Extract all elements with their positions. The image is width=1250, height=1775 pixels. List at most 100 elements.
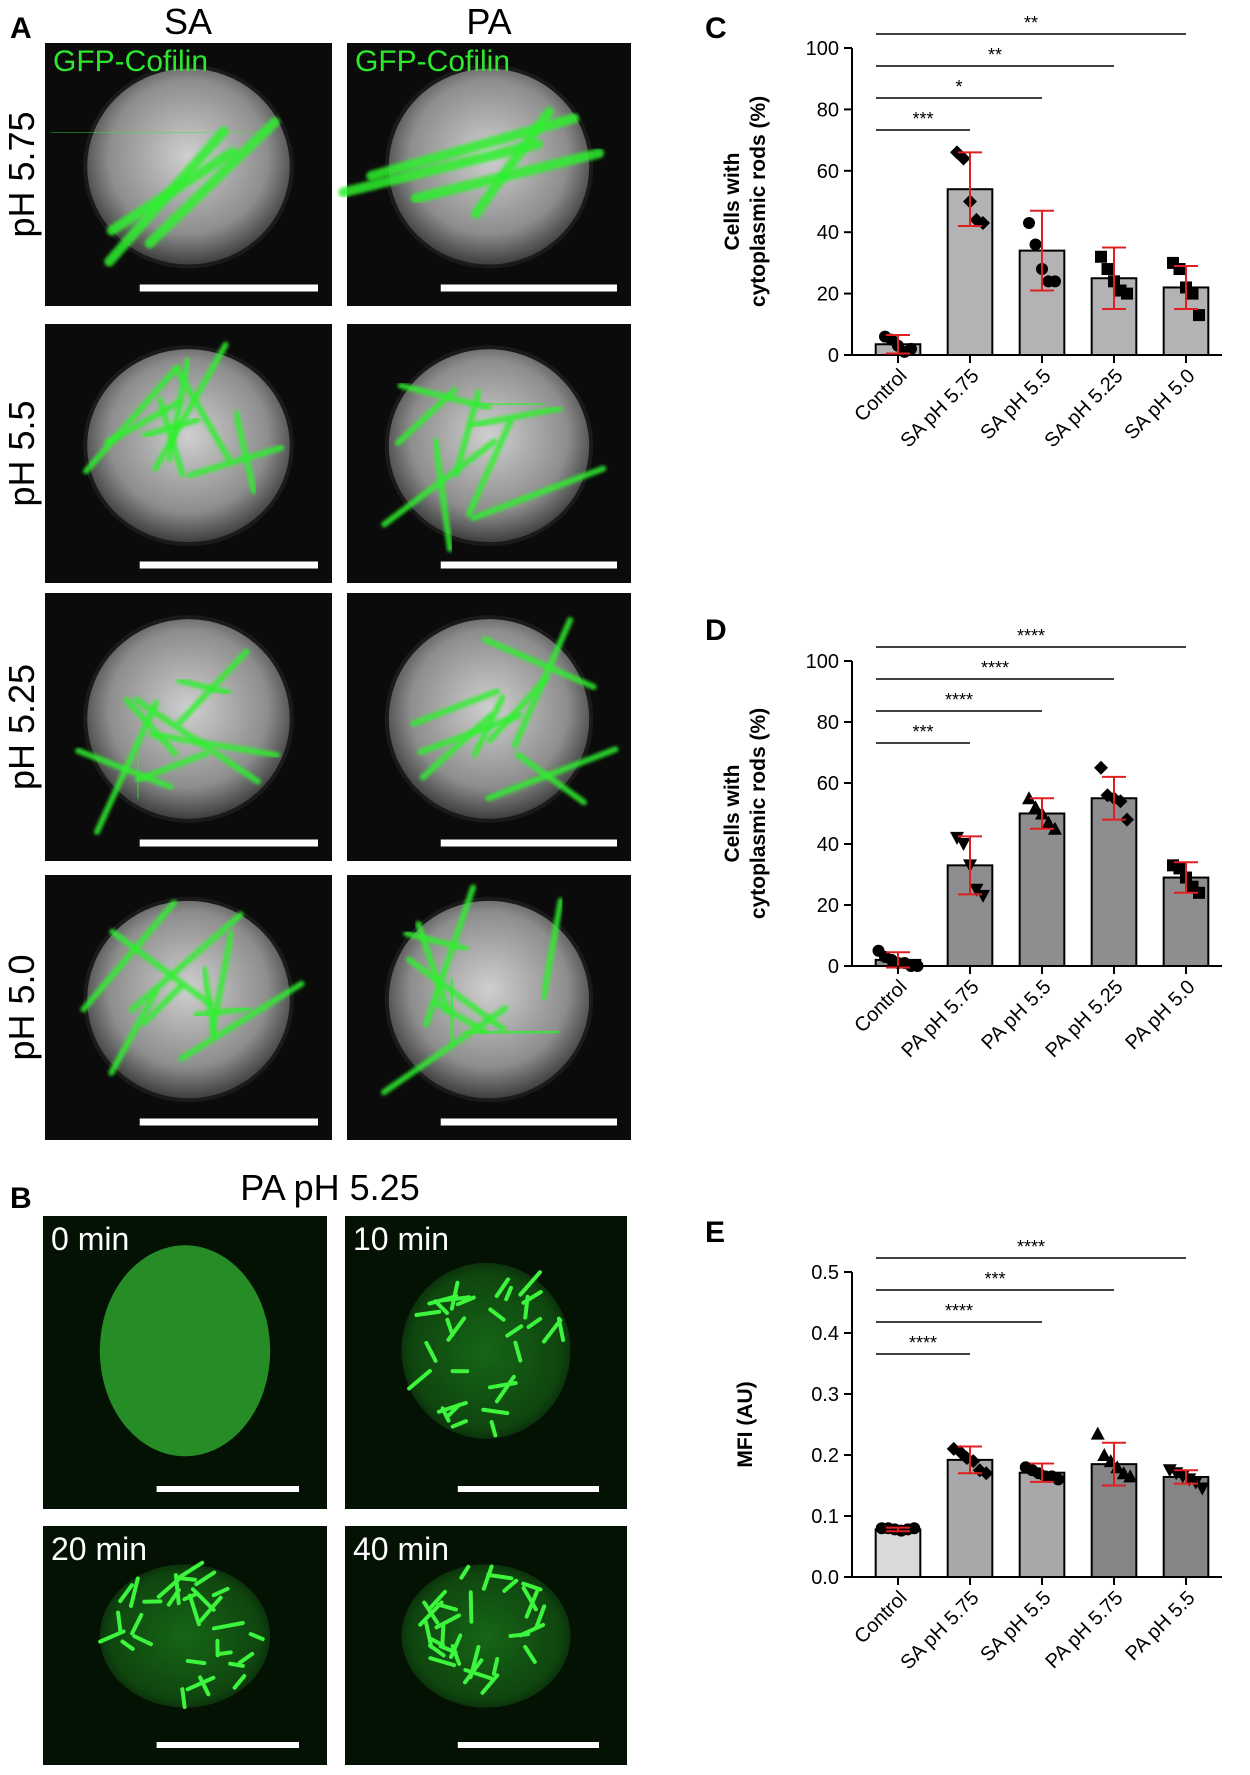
row-label: pH 5.0 (1, 954, 42, 1060)
rod (471, 1592, 472, 1621)
stain-label: GFP-Cofilin (355, 45, 510, 78)
bar (1020, 814, 1065, 967)
panel-label: A (10, 12, 32, 45)
rod (218, 1652, 231, 1654)
micrograph (343, 43, 631, 306)
significance-label: *** (984, 1269, 1005, 1289)
data-point (1023, 217, 1035, 229)
row-label: pH 5.5 (1, 400, 42, 506)
cell (85, 347, 292, 544)
significance-label: **** (1017, 1237, 1045, 1257)
panel-label: E (705, 1216, 725, 1249)
significance-label: ** (1024, 13, 1038, 33)
stain-label: GFP-Cofilin (53, 45, 208, 78)
micrograph (45, 43, 332, 306)
significance-label: **** (945, 690, 973, 710)
cell (401, 1263, 570, 1439)
y-axis-label: Cells with (721, 152, 744, 250)
data-point (957, 838, 971, 851)
cell (100, 1245, 270, 1456)
data-point (1193, 309, 1205, 321)
x-tick-label: Control (850, 1587, 911, 1648)
rod (180, 1578, 195, 1580)
y-tick-label: 0.4 (811, 1323, 839, 1345)
x-tick-label: PA pH 5.5 (977, 976, 1055, 1054)
panel-title: PA pH 5.25 (240, 1167, 419, 1208)
rod (182, 1689, 184, 1707)
column-label: SA (164, 1, 212, 42)
y-tick-label: 60 (817, 161, 839, 183)
bar (876, 1529, 921, 1577)
data-point (1052, 1473, 1064, 1485)
micrograph (347, 593, 631, 861)
data-point (1094, 761, 1108, 775)
y-tick-label: 80 (817, 712, 839, 734)
y-axis-label: MFI (AU) (734, 1381, 757, 1467)
data-point (1030, 238, 1042, 250)
significance-label: *** (912, 109, 933, 129)
data-point (1091, 1427, 1105, 1440)
rod (470, 404, 542, 405)
x-tick-label: PA pH 5.0 (1121, 976, 1199, 1054)
time-label: 10 min (353, 1221, 449, 1257)
data-point (1049, 275, 1061, 287)
data-point (1174, 263, 1186, 275)
x-tick-label: SA pH 5.75 (896, 1587, 983, 1674)
x-tick-label: PA pH 5.25 (1041, 976, 1127, 1062)
y-tick-label: 0.5 (811, 1262, 839, 1284)
row-label: pH 5.25 (1, 664, 42, 790)
x-tick-label: PA pH 5.75 (897, 976, 983, 1062)
data-point (1102, 263, 1114, 275)
x-tick-label: Control (850, 976, 911, 1037)
cell (100, 1564, 270, 1707)
y-tick-label: 20 (817, 895, 839, 917)
column-label: PA (466, 1, 511, 42)
x-tick-label: SA pH 5.75 (896, 365, 983, 452)
y-axis-label: cytoplasmic rods (%) (747, 708, 770, 919)
time-label: 40 min (353, 1531, 449, 1567)
significance-label: **** (909, 1333, 937, 1353)
y-tick-label: 40 (817, 222, 839, 244)
panel-label: C (705, 12, 727, 45)
y-tick-label: 100 (806, 38, 839, 60)
significance-label: * (955, 77, 962, 97)
data-point (1095, 251, 1107, 263)
y-axis-label: Cells with (721, 764, 744, 862)
y-tick-label: 0 (828, 345, 839, 367)
data-point (1187, 288, 1199, 300)
time-label: 20 min (51, 1531, 147, 1567)
row-label: pH 5.75 (1, 111, 42, 237)
data-point (908, 1522, 920, 1534)
y-tick-label: 100 (806, 651, 839, 673)
y-tick-label: 20 (817, 284, 839, 306)
y-tick-label: 0.0 (811, 1567, 839, 1589)
micrograph (347, 875, 631, 1140)
y-tick-label: 0.1 (811, 1506, 839, 1528)
y-tick-label: 0.3 (811, 1384, 839, 1406)
significance-label: **** (1017, 626, 1045, 646)
x-tick-label: PA pH 5.75 (1041, 1587, 1127, 1673)
time-label: 0 min (51, 1221, 129, 1257)
x-tick-label: PA pH 5.5 (1121, 1587, 1199, 1665)
y-tick-label: 60 (817, 773, 839, 795)
significance-label: *** (912, 722, 933, 742)
data-point (1121, 288, 1133, 300)
panel-label: B (10, 1182, 32, 1215)
y-tick-label: 0.2 (811, 1445, 839, 1467)
micrograph (45, 593, 332, 861)
panel-label: D (705, 614, 727, 647)
x-tick-label: SA pH 5.25 (1040, 365, 1127, 452)
significance-label: **** (981, 658, 1009, 678)
x-tick-label: SA pH 5.0 (1120, 365, 1199, 444)
y-tick-label: 0 (828, 956, 839, 978)
micrograph (347, 324, 631, 583)
y-axis-label: cytoplasmic rods (%) (747, 96, 770, 307)
significance-label: ** (988, 45, 1002, 65)
micrograph (45, 875, 332, 1140)
significance-label: **** (945, 1301, 973, 1321)
y-tick-label: 40 (817, 834, 839, 856)
x-tick-label: Control (850, 365, 911, 426)
bar (1020, 1473, 1065, 1577)
y-tick-label: 80 (817, 99, 839, 121)
